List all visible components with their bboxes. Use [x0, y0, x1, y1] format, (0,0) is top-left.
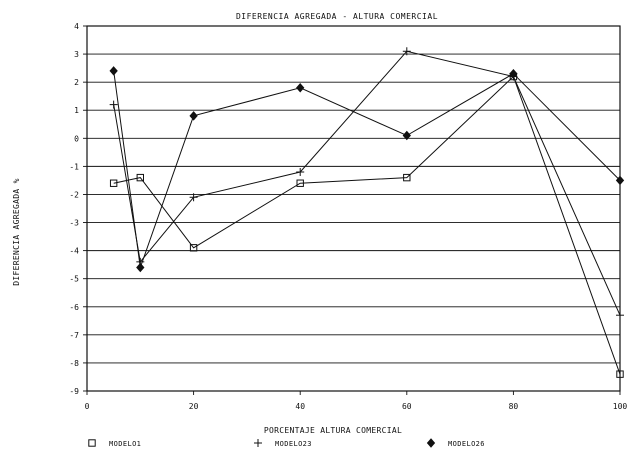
y-tick-label: 4	[74, 22, 79, 31]
y-tick-label: 0	[74, 134, 79, 143]
series-modelo1	[109, 72, 624, 378]
legend-marker-modelo26	[426, 438, 436, 448]
data-point-modelo23	[109, 100, 118, 109]
y-tick-label: -5	[69, 275, 79, 284]
legend: MODELO1 MODELO23 MODELO26	[88, 438, 485, 448]
legend-label-modelo23: MODELO23	[275, 440, 312, 448]
data-point-modelo26	[136, 262, 145, 273]
data-point-modelo26	[402, 130, 411, 141]
gridlines	[87, 25, 620, 392]
data-point-modelo1	[189, 244, 198, 252]
y-tick-label: -2	[69, 190, 79, 199]
data-point-modelo1	[109, 179, 118, 187]
x-tick-label: 80	[509, 402, 519, 411]
data-point-modelo26	[296, 83, 305, 93]
data-point-modelo26	[189, 111, 198, 121]
y-tick-label: -6	[69, 303, 79, 312]
x-tick-label: 0	[85, 402, 90, 411]
y-tick-label: 3	[74, 50, 79, 59]
data-point-modelo26	[615, 175, 625, 186]
legend-label-modelo26: MODELO26	[448, 440, 485, 448]
legend-marker-modelo1	[88, 439, 96, 447]
y-axis-ticks: 4 3 2 1 0 -1 -2 -3 -4 -5 -6 -7 -8 -9	[69, 22, 87, 396]
y-axis-label: DIFERENCIA AGREGADA %	[12, 178, 21, 285]
series-line-modelo26	[113, 70, 621, 268]
data-point-modelo23	[616, 311, 624, 320]
x-axis-ticks: 0 20 40 60 80 100	[85, 391, 628, 411]
x-tick-label: 20	[189, 402, 199, 411]
data-point-modelo23	[189, 193, 198, 202]
y-tick-label: -1	[69, 162, 79, 171]
data-point-modelo23	[402, 47, 411, 56]
y-tick-label: 2	[74, 78, 79, 87]
y-tick-label: -9	[69, 387, 79, 396]
x-tick-label: 100	[613, 402, 628, 411]
data-point-modelo1	[136, 173, 145, 182]
y-tick-label: -4	[69, 247, 79, 256]
x-axis-label: PORCENTAJE ALTURA COMERCIAL	[264, 426, 402, 435]
plot-frame	[86, 25, 621, 392]
data-point-modelo1	[296, 179, 304, 187]
series-line-modelo23	[113, 50, 621, 316]
legend-item-modelo1: MODELO1	[88, 439, 141, 448]
legend-label-modelo1: MODELO1	[109, 440, 141, 448]
series-group	[109, 47, 625, 378]
series-modelo26	[109, 66, 625, 273]
y-tick-label: -8	[69, 359, 79, 368]
x-tick-label: 60	[402, 402, 412, 411]
legend-item-modelo23: MODELO23	[254, 439, 312, 448]
data-point-modelo23	[296, 168, 305, 176]
data-point-modelo26	[109, 66, 118, 76]
legend-marker-modelo23	[254, 439, 262, 447]
series-line-modelo1	[113, 75, 621, 375]
data-point-modelo26	[509, 68, 518, 79]
chart-title: DIFERENCIA AGREGADA - ALTURA COMERCIAL	[236, 12, 438, 21]
x-tick-label: 40	[295, 402, 305, 411]
data-point-modelo1	[616, 370, 624, 378]
y-tick-label: 1	[74, 106, 79, 115]
y-tick-label: -3	[69, 219, 79, 228]
data-point-modelo1	[403, 173, 411, 182]
y-tick-label: -7	[69, 331, 79, 340]
legend-item-modelo26: MODELO26	[426, 438, 485, 448]
